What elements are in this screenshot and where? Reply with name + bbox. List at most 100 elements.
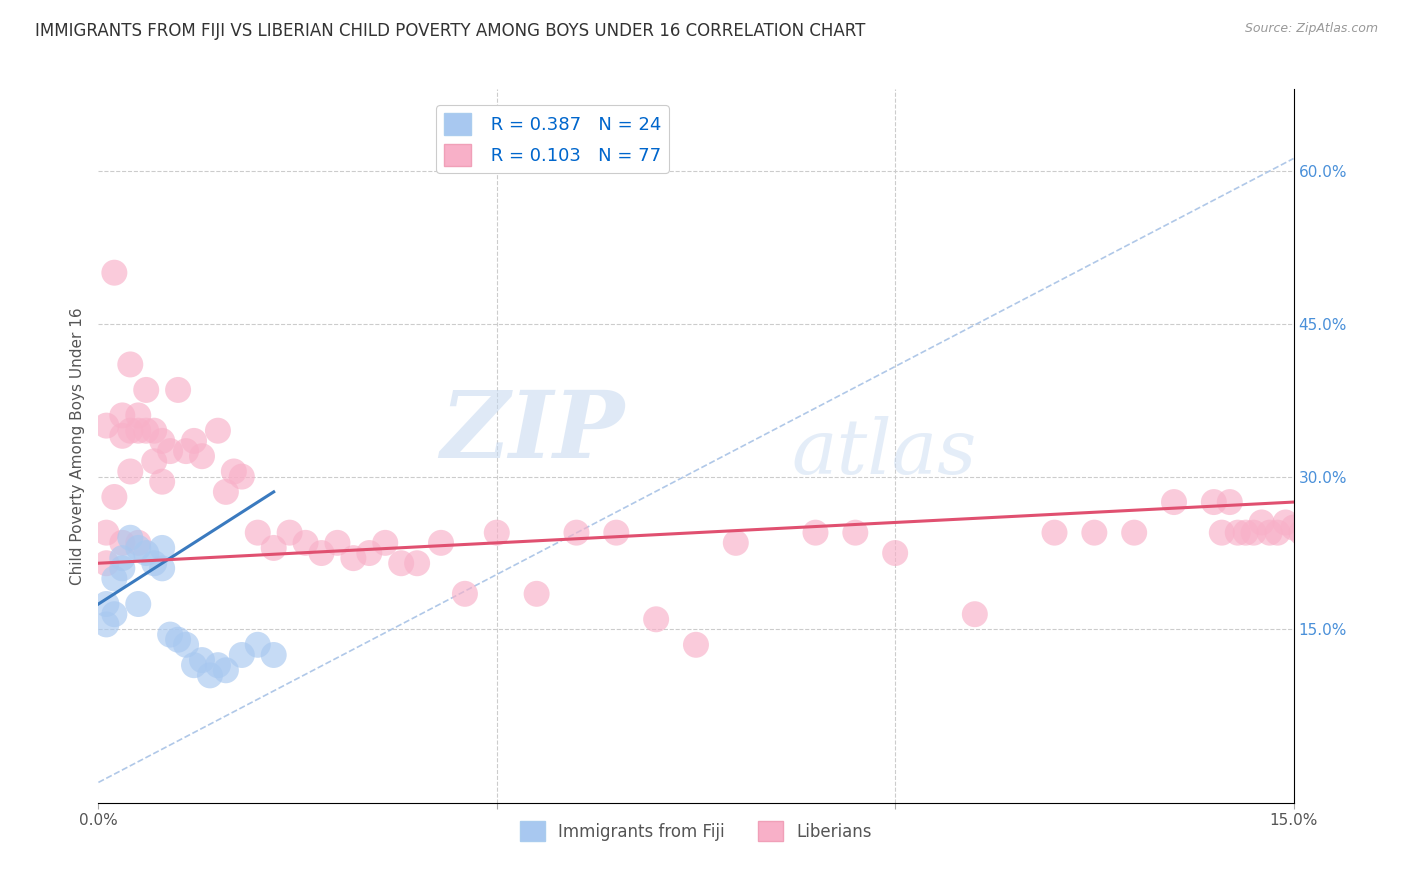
Point	[174, 638, 197, 652]
Point	[191, 653, 214, 667]
Point	[374, 536, 396, 550]
Point	[174, 444, 197, 458]
Point	[342, 551, 364, 566]
Point	[1163, 495, 1185, 509]
Point	[103, 266, 125, 280]
Point	[1043, 525, 1066, 540]
Point	[1315, 516, 1337, 530]
Point	[605, 525, 627, 540]
Point	[150, 434, 173, 448]
Point	[804, 525, 827, 540]
Text: Source: ZipAtlas.com: Source: ZipAtlas.com	[1244, 22, 1378, 36]
Text: atlas: atlas	[792, 417, 977, 490]
Point	[430, 536, 453, 550]
Point	[359, 546, 381, 560]
Point	[183, 434, 205, 448]
Point	[143, 454, 166, 468]
Point	[111, 561, 134, 575]
Point	[1226, 525, 1249, 540]
Point	[150, 561, 173, 575]
Point	[1083, 525, 1105, 540]
Point	[1274, 516, 1296, 530]
Point	[120, 424, 142, 438]
Point	[96, 597, 118, 611]
Point	[111, 551, 134, 566]
Point	[127, 536, 149, 550]
Point	[96, 617, 118, 632]
Legend: Immigrants from Fiji, Liberians: Immigrants from Fiji, Liberians	[513, 814, 879, 848]
Point	[565, 525, 588, 540]
Point	[1267, 525, 1289, 540]
Point	[127, 541, 149, 555]
Point	[231, 469, 253, 483]
Point	[294, 536, 316, 550]
Point	[96, 418, 118, 433]
Point	[150, 541, 173, 555]
Point	[1211, 525, 1233, 540]
Point	[278, 525, 301, 540]
Text: ZIP: ZIP	[440, 387, 624, 476]
Point	[406, 556, 429, 570]
Point	[103, 490, 125, 504]
Point	[1291, 525, 1313, 540]
Point	[127, 409, 149, 423]
Point	[1202, 495, 1225, 509]
Point	[96, 556, 118, 570]
Point	[111, 409, 134, 423]
Point	[120, 531, 142, 545]
Point	[167, 632, 190, 647]
Point	[143, 424, 166, 438]
Point	[645, 612, 668, 626]
Point	[454, 587, 477, 601]
Point	[127, 424, 149, 438]
Point	[1123, 525, 1146, 540]
Point	[1330, 525, 1353, 540]
Point	[485, 525, 508, 540]
Point	[222, 465, 245, 479]
Point	[389, 556, 412, 570]
Point	[198, 668, 221, 682]
Point	[111, 536, 134, 550]
Point	[246, 525, 269, 540]
Point	[167, 383, 190, 397]
Point	[120, 358, 142, 372]
Point	[246, 638, 269, 652]
Point	[96, 525, 118, 540]
Point	[884, 546, 907, 560]
Point	[215, 663, 238, 677]
Point	[191, 449, 214, 463]
Point	[135, 546, 157, 560]
Point	[263, 648, 285, 662]
Point	[263, 541, 285, 555]
Text: IMMIGRANTS FROM FIJI VS LIBERIAN CHILD POVERTY AMONG BOYS UNDER 16 CORRELATION C: IMMIGRANTS FROM FIJI VS LIBERIAN CHILD P…	[35, 22, 866, 40]
Point	[1306, 525, 1329, 540]
Point	[135, 424, 157, 438]
Point	[135, 383, 157, 397]
Point	[111, 429, 134, 443]
Point	[326, 536, 349, 550]
Point	[215, 484, 238, 499]
Point	[685, 638, 707, 652]
Point	[143, 556, 166, 570]
Point	[724, 536, 747, 550]
Point	[231, 648, 253, 662]
Point	[1250, 516, 1272, 530]
Point	[1354, 525, 1376, 540]
Point	[207, 658, 229, 673]
Point	[1234, 525, 1257, 540]
Point	[1243, 525, 1265, 540]
Point	[1258, 525, 1281, 540]
Point	[207, 424, 229, 438]
Point	[1322, 525, 1344, 540]
Point	[159, 627, 181, 641]
Point	[311, 546, 333, 560]
Point	[127, 597, 149, 611]
Point	[963, 607, 986, 622]
Point	[103, 572, 125, 586]
Point	[844, 525, 866, 540]
Y-axis label: Child Poverty Among Boys Under 16: Child Poverty Among Boys Under 16	[69, 307, 84, 585]
Point	[103, 607, 125, 622]
Point	[183, 658, 205, 673]
Point	[1339, 516, 1361, 530]
Point	[1346, 525, 1368, 540]
